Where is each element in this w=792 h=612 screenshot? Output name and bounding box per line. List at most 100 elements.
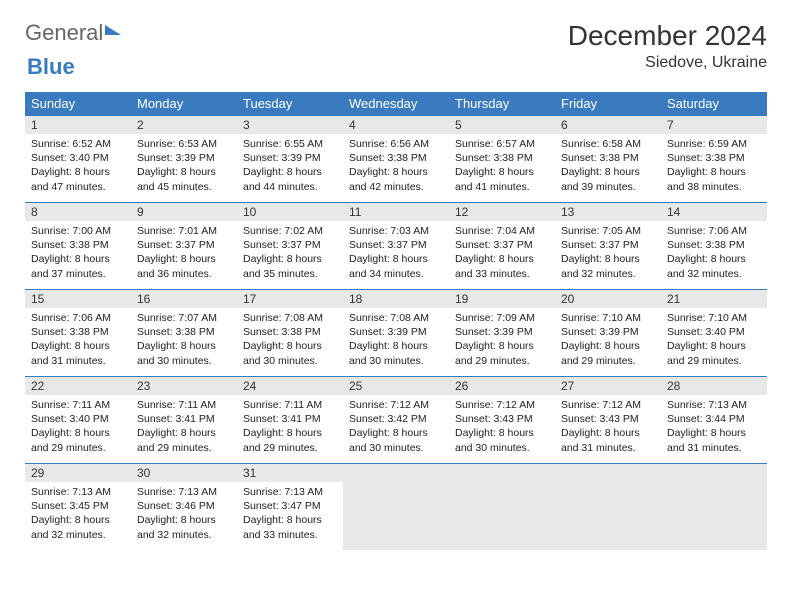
- logo-triangle-icon: [105, 25, 121, 35]
- day-body: Sunrise: 7:09 AMSunset: 3:39 PMDaylight:…: [449, 308, 555, 372]
- day-line-ss: Sunset: 3:38 PM: [349, 151, 443, 165]
- day-body: Sunrise: 7:13 AMSunset: 3:47 PMDaylight:…: [237, 482, 343, 546]
- day-cell: 2Sunrise: 6:53 AMSunset: 3:39 PMDaylight…: [131, 116, 237, 203]
- day-line-ss: Sunset: 3:46 PM: [137, 499, 231, 513]
- day-line-d2: and 47 minutes.: [31, 180, 125, 194]
- day-line-d1: Daylight: 8 hours: [31, 165, 125, 179]
- day-number: 29: [25, 464, 131, 482]
- day-cell: 24Sunrise: 7:11 AMSunset: 3:41 PMDayligh…: [237, 377, 343, 464]
- day-number: 7: [661, 116, 767, 134]
- day-line-sr: Sunrise: 7:12 AM: [561, 398, 655, 412]
- day-line-d1: Daylight: 8 hours: [667, 339, 761, 353]
- day-body: Sunrise: 7:11 AMSunset: 3:40 PMDaylight:…: [25, 395, 131, 459]
- day-cell: 28Sunrise: 7:13 AMSunset: 3:44 PMDayligh…: [661, 377, 767, 464]
- day-cell: 3Sunrise: 6:55 AMSunset: 3:39 PMDaylight…: [237, 116, 343, 203]
- day-cell: 9Sunrise: 7:01 AMSunset: 3:37 PMDaylight…: [131, 203, 237, 290]
- day-line-d2: and 44 minutes.: [243, 180, 337, 194]
- day-number: 23: [131, 377, 237, 395]
- day-line-d2: and 29 minutes.: [561, 354, 655, 368]
- day-number: 16: [131, 290, 237, 308]
- day-line-ss: Sunset: 3:45 PM: [31, 499, 125, 513]
- day-line-ss: Sunset: 3:43 PM: [561, 412, 655, 426]
- day-line-d1: Daylight: 8 hours: [667, 252, 761, 266]
- day-line-ss: Sunset: 3:38 PM: [31, 238, 125, 252]
- day-body: Sunrise: 7:00 AMSunset: 3:38 PMDaylight:…: [25, 221, 131, 285]
- day-line-d2: and 32 minutes.: [667, 267, 761, 281]
- day-cell: 11Sunrise: 7:03 AMSunset: 3:37 PMDayligh…: [343, 203, 449, 290]
- day-number: 9: [131, 203, 237, 221]
- day-line-d2: and 41 minutes.: [455, 180, 549, 194]
- day-number: 27: [555, 377, 661, 395]
- day-number: 8: [25, 203, 131, 221]
- day-line-d1: Daylight: 8 hours: [455, 426, 549, 440]
- day-body: Sunrise: 7:11 AMSunset: 3:41 PMDaylight:…: [237, 395, 343, 459]
- day-body-empty: [555, 482, 661, 489]
- day-number: 17: [237, 290, 343, 308]
- day-line-sr: Sunrise: 7:08 AM: [243, 311, 337, 325]
- day-cell: 23Sunrise: 7:11 AMSunset: 3:41 PMDayligh…: [131, 377, 237, 464]
- day-line-d1: Daylight: 8 hours: [31, 339, 125, 353]
- day-line-d2: and 32 minutes.: [137, 528, 231, 542]
- day-line-d1: Daylight: 8 hours: [137, 513, 231, 527]
- day-number: 26: [449, 377, 555, 395]
- day-line-d2: and 29 minutes.: [137, 441, 231, 455]
- day-line-ss: Sunset: 3:41 PM: [137, 412, 231, 426]
- day-line-d1: Daylight: 8 hours: [31, 252, 125, 266]
- day-cell: 21Sunrise: 7:10 AMSunset: 3:40 PMDayligh…: [661, 290, 767, 377]
- day-line-d2: and 29 minutes.: [31, 441, 125, 455]
- day-number: 5: [449, 116, 555, 134]
- day-body: Sunrise: 6:57 AMSunset: 3:38 PMDaylight:…: [449, 134, 555, 198]
- day-line-ss: Sunset: 3:39 PM: [561, 325, 655, 339]
- day-line-d2: and 39 minutes.: [561, 180, 655, 194]
- day-number-empty: [555, 464, 661, 482]
- day-body: Sunrise: 7:01 AMSunset: 3:37 PMDaylight:…: [131, 221, 237, 285]
- day-number: 1: [25, 116, 131, 134]
- day-line-ss: Sunset: 3:42 PM: [349, 412, 443, 426]
- day-cell: 25Sunrise: 7:12 AMSunset: 3:42 PMDayligh…: [343, 377, 449, 464]
- day-line-sr: Sunrise: 6:52 AM: [31, 137, 125, 151]
- calendar-body: 1Sunrise: 6:52 AMSunset: 3:40 PMDaylight…: [25, 116, 767, 551]
- day-line-d1: Daylight: 8 hours: [349, 165, 443, 179]
- day-line-d1: Daylight: 8 hours: [561, 426, 655, 440]
- day-line-d1: Daylight: 8 hours: [455, 252, 549, 266]
- logo: General: [25, 20, 121, 46]
- day-line-sr: Sunrise: 7:07 AM: [137, 311, 231, 325]
- day-number-empty: [343, 464, 449, 482]
- day-number: 31: [237, 464, 343, 482]
- day-line-sr: Sunrise: 7:08 AM: [349, 311, 443, 325]
- day-line-sr: Sunrise: 7:10 AM: [561, 311, 655, 325]
- day-line-sr: Sunrise: 6:55 AM: [243, 137, 337, 151]
- day-line-ss: Sunset: 3:40 PM: [31, 151, 125, 165]
- day-number: 6: [555, 116, 661, 134]
- day-line-sr: Sunrise: 7:01 AM: [137, 224, 231, 238]
- day-cell: 10Sunrise: 7:02 AMSunset: 3:37 PMDayligh…: [237, 203, 343, 290]
- day-line-sr: Sunrise: 6:53 AM: [137, 137, 231, 151]
- day-line-d1: Daylight: 8 hours: [455, 339, 549, 353]
- day-line-ss: Sunset: 3:43 PM: [455, 412, 549, 426]
- day-cell: 29Sunrise: 7:13 AMSunset: 3:45 PMDayligh…: [25, 464, 131, 551]
- day-line-ss: Sunset: 3:37 PM: [349, 238, 443, 252]
- day-body: Sunrise: 7:04 AMSunset: 3:37 PMDaylight:…: [449, 221, 555, 285]
- day-line-ss: Sunset: 3:38 PM: [31, 325, 125, 339]
- day-cell: 20Sunrise: 7:10 AMSunset: 3:39 PMDayligh…: [555, 290, 661, 377]
- day-body: Sunrise: 7:12 AMSunset: 3:43 PMDaylight:…: [555, 395, 661, 459]
- day-cell: 27Sunrise: 7:12 AMSunset: 3:43 PMDayligh…: [555, 377, 661, 464]
- day-line-d2: and 30 minutes.: [349, 441, 443, 455]
- day-body: Sunrise: 7:08 AMSunset: 3:38 PMDaylight:…: [237, 308, 343, 372]
- day-line-ss: Sunset: 3:37 PM: [137, 238, 231, 252]
- day-line-d1: Daylight: 8 hours: [243, 252, 337, 266]
- day-line-ss: Sunset: 3:44 PM: [667, 412, 761, 426]
- day-number: 21: [661, 290, 767, 308]
- day-line-d2: and 34 minutes.: [349, 267, 443, 281]
- day-line-d2: and 37 minutes.: [31, 267, 125, 281]
- day-line-ss: Sunset: 3:47 PM: [243, 499, 337, 513]
- day-line-ss: Sunset: 3:38 PM: [667, 238, 761, 252]
- location: Siedove, Ukraine: [568, 54, 767, 72]
- day-body: Sunrise: 6:55 AMSunset: 3:39 PMDaylight:…: [237, 134, 343, 198]
- day-number: 25: [343, 377, 449, 395]
- day-line-sr: Sunrise: 6:58 AM: [561, 137, 655, 151]
- day-number: 18: [343, 290, 449, 308]
- day-line-ss: Sunset: 3:39 PM: [349, 325, 443, 339]
- day-line-ss: Sunset: 3:40 PM: [667, 325, 761, 339]
- day-line-ss: Sunset: 3:39 PM: [137, 151, 231, 165]
